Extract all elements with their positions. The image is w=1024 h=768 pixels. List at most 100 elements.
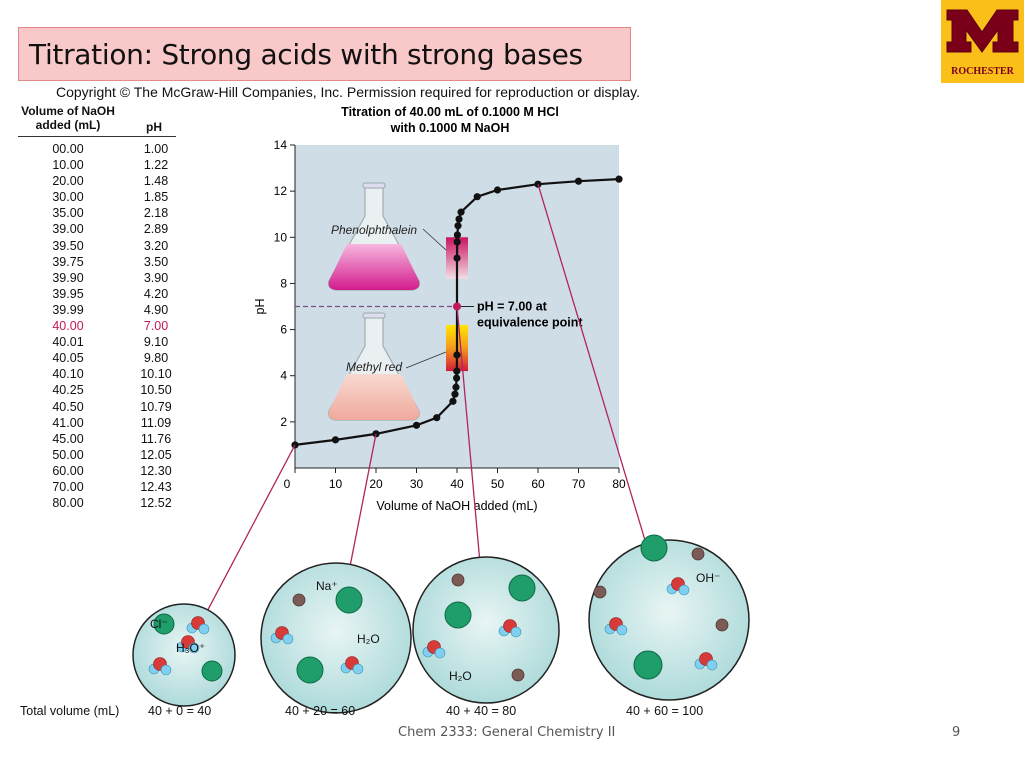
table-cell-ph: 3.50 [143, 254, 169, 269]
table-row: 40.50 10.79 [18, 400, 178, 416]
equivalence-label-line2: equivalence point [477, 316, 583, 330]
beaker-total-2: 40 + 20 = 60 [285, 704, 356, 718]
table-cell-ph: 9.80 [143, 351, 169, 366]
table-row: 35.00 2.18 [18, 206, 178, 222]
table-cell-volume: 40.05 [52, 351, 84, 366]
table-cell-ph: 12.43 [140, 479, 172, 494]
table-row: 40.10 10.10 [18, 367, 178, 383]
table-cell-volume: 80.00 [52, 496, 84, 511]
table-cell-ph: 1.48 [143, 174, 169, 189]
data-point [493, 186, 502, 194]
data-point [473, 193, 481, 201]
table-cell-volume: 39.99 [52, 302, 84, 317]
beaker-circle [132, 603, 236, 707]
molecule-label: H₃O⁺ [176, 641, 205, 655]
table-cell-volume: 40.01 [52, 335, 84, 350]
table-cell-volume: 40.50 [52, 399, 84, 414]
beaker-1: Cl⁻ H₃O⁺ [132, 603, 236, 707]
x-tick-label: 40 [450, 477, 464, 491]
x-tick-label: 70 [572, 477, 586, 491]
table-cell-ph: 1.00 [143, 142, 169, 156]
x-tick-label: 20 [369, 477, 383, 491]
table-row: 40.05 9.80 [18, 351, 178, 367]
y-tick-label: 14 [274, 138, 288, 152]
ion-sphere [508, 574, 536, 602]
table-row: 20.00 1.48 [18, 174, 178, 190]
ion-sphere [715, 618, 729, 632]
chart-title-line1: Titration of 40.00 mL of 0.1000 M HCl [341, 105, 559, 119]
table-row: 39.90 3.90 [18, 271, 178, 287]
molecule-label: H₂O [449, 669, 472, 683]
y-tick-label: 2 [280, 415, 287, 429]
water-molecule [186, 616, 210, 635]
ion-sphere [153, 613, 175, 635]
university-logo: ROCHESTER [941, 0, 1024, 83]
table-cell-ph: 10.50 [140, 383, 172, 398]
water-molecule [422, 640, 446, 659]
water-molecule [176, 635, 200, 654]
table-row: 39.75 3.50 [18, 255, 178, 271]
table-cell-ph: 3.20 [143, 238, 169, 253]
ion-sphere [691, 547, 705, 561]
table-cell-volume: 40.25 [52, 383, 84, 398]
page-number: 9 [952, 725, 961, 740]
x-tick-label: 80 [612, 477, 626, 491]
table-row: 39.00 2.89 [18, 222, 178, 238]
table-cell-ph: 9.10 [143, 335, 169, 350]
table-cell-volume: 39.95 [52, 286, 84, 301]
table-row: 00.00 1.00 [18, 142, 178, 158]
x-tick-label: 10 [329, 477, 343, 491]
table-row: 39.99 4.90 [18, 303, 178, 319]
beaker-connector [207, 444, 296, 611]
table-cell-ph: 7.00 [143, 319, 169, 334]
molecule-label: Cl⁻ [150, 617, 168, 631]
table-cell-volume: 41.00 [52, 415, 84, 430]
table-row: 30.00 1.85 [18, 190, 178, 206]
ion-sphere [444, 601, 472, 629]
data-point [451, 390, 459, 398]
beaker-total-1: 40 + 0 = 40 [148, 704, 212, 718]
table-cell-ph: 12.05 [140, 447, 172, 462]
x-tick-label: 0 [284, 477, 291, 491]
equivalence-label-line1: pH = 7.00 at [477, 300, 548, 314]
indicator-label: Phenolphthalein [331, 223, 417, 237]
table-header-volume: Volume of NaOH added (mL) [21, 104, 115, 132]
beaker-total-4: 40 + 60 = 100 [626, 704, 704, 718]
table-cell-ph: 11.76 [140, 431, 172, 446]
table-cell-volume: 39.50 [52, 238, 84, 253]
y-axis-label: pH [253, 299, 267, 315]
ion-sphere [292, 593, 306, 607]
table-cell-ph: 4.20 [143, 286, 169, 301]
table-row: 40.01 9.10 [18, 335, 178, 351]
table-cell-volume: 39.90 [52, 270, 84, 285]
flask-icon [328, 312, 420, 421]
data-point [453, 351, 461, 359]
slide-title: Titration: Strong acids with strong base… [29, 38, 583, 71]
copyright-notice: Copyright © The McGraw-Hill Companies, I… [56, 84, 641, 100]
total-volume-label: Total volume (mL) [20, 704, 120, 718]
table-row: 40.25 10.50 [18, 383, 178, 399]
molecule-label: OH⁻ [696, 571, 720, 585]
data-point [452, 374, 461, 382]
table-row: 39.95 4.20 [18, 287, 178, 303]
table-cell-volume: 30.00 [52, 190, 84, 205]
data-point [453, 254, 461, 262]
table-cell-ph: 10.79 [140, 399, 172, 414]
ion-sphere [633, 650, 663, 680]
table-cell-volume: 45.00 [52, 431, 84, 446]
table-row: 39.50 3.20 [18, 239, 178, 255]
table-row: 10.00 1.22 [18, 158, 178, 174]
flask-icon [328, 182, 420, 291]
table-cell-volume: 40.10 [52, 367, 84, 382]
table-cell-volume: 40.00 [52, 319, 84, 334]
water-molecule [694, 652, 718, 671]
table-cell-ph: 4.90 [143, 302, 169, 317]
ion-sphere [296, 656, 324, 684]
y-tick-label: 12 [274, 184, 288, 198]
data-point [453, 367, 461, 375]
x-tick-label: 50 [491, 477, 505, 491]
table-cell-ph: 12.30 [140, 463, 172, 478]
table-cell-ph: 2.89 [143, 222, 169, 237]
x-tick-label: 60 [531, 477, 545, 491]
